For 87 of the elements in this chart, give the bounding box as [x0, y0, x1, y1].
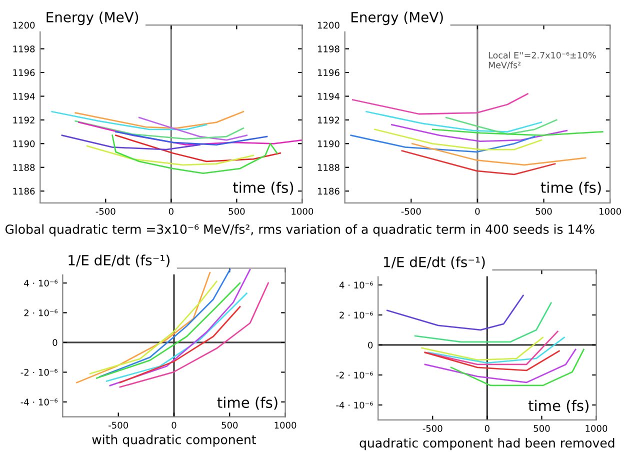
x-tick-label: 1000	[274, 422, 296, 429]
line-series	[414, 302, 552, 343]
line-series	[99, 268, 231, 378]
text: Global quadratic term =3x10⁻⁶ MeV/fs², rms variation of a quadratic term in 400 seeds is 14%	[5, 224, 594, 236]
line-series	[352, 93, 528, 115]
line-series	[96, 282, 241, 379]
y-tick-label: 0	[368, 342, 373, 349]
y-axis-title: 1/E dE/dt (fs⁻¹)	[384, 256, 485, 269]
line-series	[89, 280, 218, 374]
line-series	[119, 282, 269, 388]
text: quadratic component had been removed	[360, 438, 614, 450]
y-tick-label: -2 · 10⁻⁶	[336, 372, 373, 379]
line-series	[51, 110, 208, 130]
line-series	[115, 131, 268, 146]
line-series	[350, 134, 536, 153]
x-tick-label: 1000	[292, 208, 314, 215]
text: with quadratic component	[92, 434, 256, 447]
line-series	[112, 134, 278, 174]
y-tick-label: 1188	[318, 164, 340, 171]
line-series	[374, 128, 542, 150]
x-tick-label: 500	[222, 422, 238, 429]
y-tick-label: 2 · 10⁻⁶	[340, 312, 373, 319]
y-tick-label: -4 · 10⁻⁶	[20, 398, 58, 406]
y-tick-label: 1190	[13, 140, 35, 148]
x-tick-label: 0	[475, 208, 480, 215]
x-tick-label: 0	[484, 424, 490, 432]
x-axis-title: time (fs)	[540, 182, 601, 195]
line-series	[86, 145, 254, 166]
line-series	[386, 294, 524, 331]
x-tick-label: 500	[536, 208, 552, 215]
line-series	[115, 134, 282, 162]
y-tick-label: 1198	[13, 46, 35, 52]
y-axis-title: Energy (MeV)	[46, 12, 138, 26]
x-tick-label: 0	[168, 208, 174, 215]
line-series	[106, 292, 248, 382]
y-tick-label: 1192	[13, 116, 34, 124]
y-tick-label: 1196	[13, 69, 35, 76]
line-series	[450, 348, 584, 386]
x-axis-title: time (fs)	[217, 396, 278, 410]
line-series	[424, 348, 576, 384]
x-axis-title: time (fs)	[528, 400, 588, 413]
y-tick-label: 1186	[318, 188, 340, 195]
x-tick-label: -500	[401, 208, 421, 215]
line-series	[424, 350, 560, 372]
x-tick-label: 1000	[586, 424, 608, 432]
line-series	[119, 306, 241, 384]
y-tick-label: -2 · 10⁻⁶	[20, 368, 58, 376]
x-tick-label: 500	[534, 424, 550, 432]
x-tick-label: 500	[228, 208, 245, 215]
line-series	[138, 116, 248, 141]
y-tick-label: 2 · 10⁻⁶	[24, 309, 58, 316]
line-series	[445, 116, 558, 135]
x-tick-label: 0	[172, 422, 176, 429]
y-tick-label: 4 · 10⁻⁶	[339, 282, 373, 289]
y-tick-label: -4 · 10⁻⁶	[336, 402, 373, 409]
x-tick-label: -500	[108, 422, 128, 429]
line-series	[76, 272, 211, 384]
x-tick-label: -500	[422, 424, 442, 432]
y-tick-label: 1192	[318, 116, 340, 124]
y-tick-label: 0	[52, 339, 58, 346]
y-tick-label: 1188	[13, 164, 35, 171]
y-tick-label: 1196	[318, 69, 340, 76]
y-tick-label: 1190	[318, 140, 340, 148]
line-series	[421, 336, 544, 361]
y-axis-title: Energy (MeV)	[352, 12, 443, 26]
y-axis-title: 1/E dE/dt (fs⁻¹)	[68, 254, 170, 268]
y-tick-label: 1200	[13, 22, 35, 29]
text: Local E''=2.7x10⁻⁶±10% MeV/fs²	[488, 52, 596, 70]
line-series	[78, 122, 302, 146]
x-tick-label: -500	[96, 208, 116, 215]
x-axis-title: time (fs)	[233, 182, 294, 195]
x-tick-label: 1000	[600, 208, 621, 215]
y-tick-label: 4 · 10⁻⁶	[24, 280, 58, 287]
line-series	[391, 124, 568, 142]
line-series	[401, 150, 556, 176]
y-tick-label: 1198	[318, 46, 340, 52]
line-series	[74, 110, 244, 129]
line-series	[366, 110, 542, 132]
y-tick-label: 1194	[318, 92, 340, 100]
line-series	[109, 268, 251, 386]
line-series	[74, 120, 244, 140]
y-tick-label: 1200	[318, 22, 340, 29]
line-series	[412, 142, 586, 166]
y-tick-label: 1186	[13, 188, 35, 195]
line-series	[428, 336, 565, 364]
line-series	[61, 134, 200, 150]
y-tick-label: 1194	[13, 92, 35, 100]
